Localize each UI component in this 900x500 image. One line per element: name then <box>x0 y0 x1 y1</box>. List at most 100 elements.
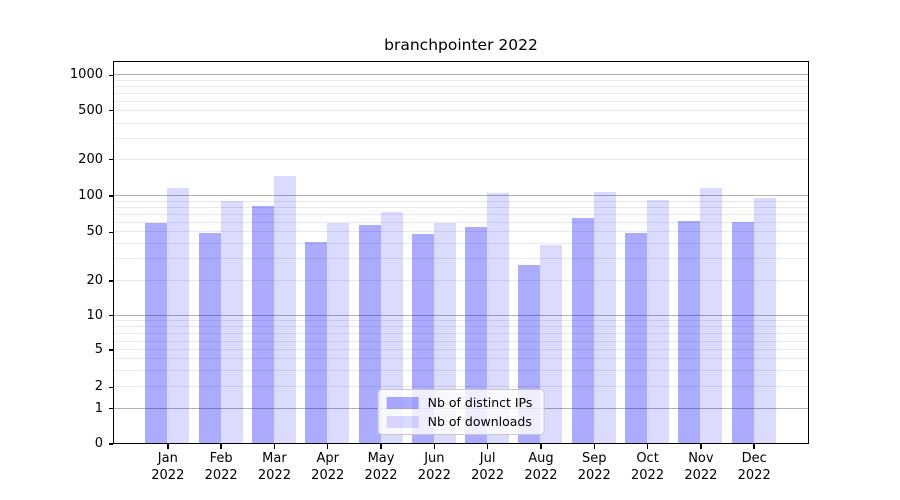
x-tick-label: Mar 2022 <box>244 451 304 484</box>
y-tick-label: 5 <box>94 342 103 357</box>
major-gridline <box>114 314 808 316</box>
bar <box>145 223 168 443</box>
x-tick-label: Aug 2022 <box>511 451 571 484</box>
minor-gridline <box>114 358 808 360</box>
y-tick-label: 1000 <box>69 67 103 83</box>
x-tick-mark <box>593 444 596 449</box>
minor-gridline <box>114 137 808 139</box>
y-tick-mark <box>108 314 113 317</box>
minor-gridline <box>114 200 808 202</box>
legend-row: Nb of distinct IPs <box>386 395 532 410</box>
x-tick-year: 2022 <box>631 467 665 483</box>
bar <box>571 218 594 443</box>
bar <box>487 192 510 443</box>
bar <box>327 223 350 443</box>
bar <box>540 244 563 443</box>
x-tick-year: 2022 <box>471 467 505 483</box>
x-tick-label: Nov 2022 <box>671 451 731 484</box>
x-tick-label: Dec 2022 <box>724 451 784 484</box>
y-tick-label: 1 <box>94 400 103 416</box>
bar <box>647 200 670 443</box>
chart-title: branchpointer 2022 <box>384 36 538 54</box>
x-tick-label: Feb 2022 <box>191 451 251 484</box>
x-tick-label: Jul 2022 <box>458 451 518 484</box>
bar <box>753 197 776 443</box>
bar <box>593 191 616 443</box>
plot-area: Nb of distinct IPs Nb of downloads <box>113 61 809 444</box>
minor-gridline <box>114 158 808 160</box>
y-tick-mark <box>108 443 113 445</box>
x-tick-label: Jun 2022 <box>404 451 464 484</box>
x-tick-mark <box>380 444 382 449</box>
x-tick-month: Jan <box>157 451 178 466</box>
bar <box>465 226 488 443</box>
y-tick-label: 100 <box>78 188 103 203</box>
y-tick-label: 200 <box>78 151 103 167</box>
bar <box>700 188 723 443</box>
minor-gridline <box>114 386 808 388</box>
y-tick-label: 2 <box>94 379 103 395</box>
minor-gridline <box>114 93 808 95</box>
minor-gridline <box>114 122 808 124</box>
x-tick-year: 2022 <box>364 467 398 483</box>
x-tick-label: Sep 2022 <box>564 451 624 484</box>
x-tick-mark <box>700 444 702 449</box>
legend-swatch <box>386 396 419 409</box>
x-tick-mark <box>540 444 542 449</box>
x-tick-year: 2022 <box>151 467 185 483</box>
y-tick-mark <box>108 74 113 77</box>
y-tick-mark <box>108 195 113 197</box>
minor-gridline <box>114 231 808 233</box>
y-tick-label: 10 <box>86 307 103 323</box>
bar <box>198 232 221 443</box>
x-tick-mark <box>486 444 489 449</box>
x-tick-year: 2022 <box>524 467 558 483</box>
x-tick-month: Apr <box>316 451 339 466</box>
x-tick-year: 2022 <box>311 467 345 483</box>
minor-gridline <box>114 243 808 244</box>
x-tick-label: Jan 2022 <box>138 451 198 484</box>
y-tick-mark <box>108 386 113 389</box>
x-tick-mark <box>433 444 436 449</box>
y-tick-mark <box>108 231 113 234</box>
x-tick-month: Jul <box>479 451 496 466</box>
y-tick-label: 20 <box>86 273 103 288</box>
x-tick-month: Dec <box>741 451 767 466</box>
minor-gridline <box>114 341 808 343</box>
x-tick-year: 2022 <box>684 467 718 483</box>
x-tick-mark <box>220 444 222 449</box>
x-tick-year: 2022 <box>417 467 451 483</box>
minor-gridline <box>114 326 808 328</box>
y-tick-label: 0 <box>94 436 103 451</box>
minor-gridline <box>114 320 808 322</box>
minor-gridline <box>114 101 808 103</box>
legend: Nb of distinct IPs Nb of downloads <box>377 389 545 435</box>
bar <box>167 187 190 443</box>
major-gridline <box>114 195 808 196</box>
legend-row: Nb of downloads <box>386 414 533 429</box>
x-tick-mark <box>326 444 329 449</box>
minor-gridline <box>114 369 808 371</box>
minor-gridline <box>114 213 808 215</box>
x-tick-month: Aug <box>528 451 554 466</box>
x-tick-label: Apr 2022 <box>298 451 358 484</box>
x-tick-mark <box>646 444 649 449</box>
x-tick-year: 2022 <box>577 467 611 483</box>
minor-gridline <box>114 258 808 259</box>
bar <box>625 232 648 443</box>
minor-gridline <box>114 86 808 88</box>
x-tick-mark <box>273 444 276 449</box>
minor-gridline <box>114 221 808 223</box>
minor-gridline <box>114 206 808 208</box>
y-tick-mark <box>108 407 113 410</box>
bar <box>251 206 274 443</box>
bar <box>678 220 701 443</box>
x-tick-month: May <box>367 451 395 466</box>
y-tick-mark <box>108 280 113 282</box>
y-tick-mark <box>108 109 113 112</box>
x-tick-label: May 2022 <box>351 451 411 484</box>
bar <box>380 212 403 443</box>
minor-gridline <box>114 349 808 350</box>
bar <box>358 225 381 443</box>
